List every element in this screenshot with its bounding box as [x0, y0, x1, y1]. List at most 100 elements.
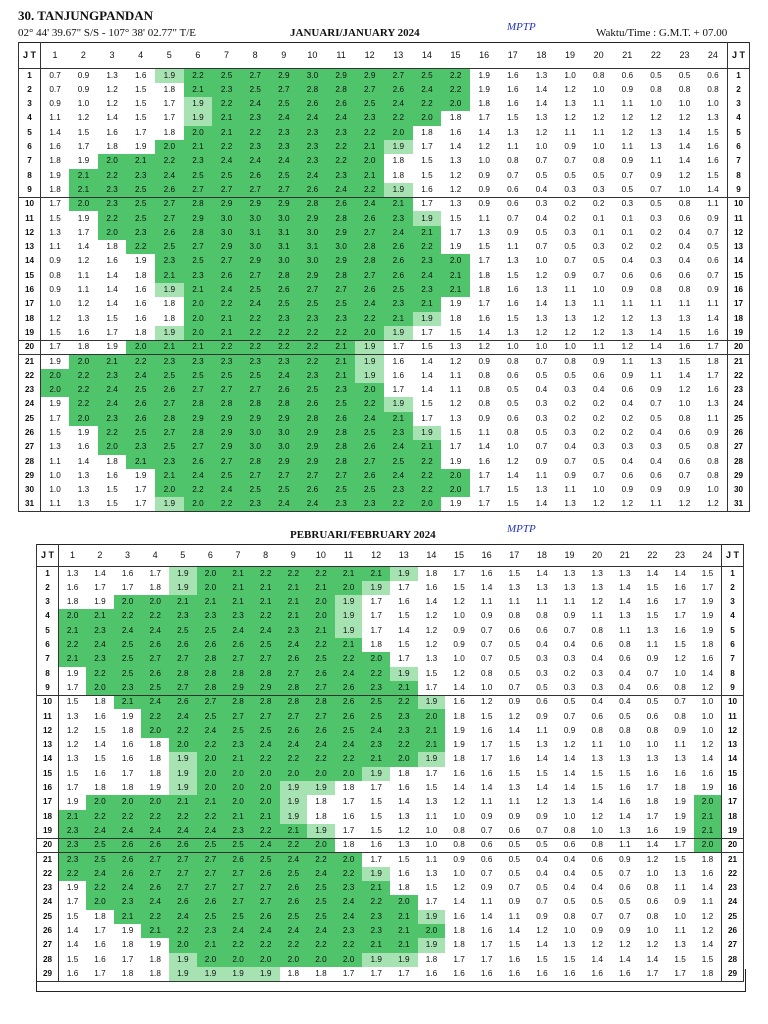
tide-value: 1.1: [563, 597, 576, 607]
tide-value: 2.6: [155, 383, 184, 398]
tide-value: 2.3: [334, 923, 363, 939]
tide-value: 2.3: [326, 383, 356, 398]
tide-value: 2.5: [307, 895, 335, 910]
tide-value: 1.5: [425, 783, 438, 792]
tide-value: 1.8: [701, 640, 714, 650]
tide-value: 1.9: [279, 795, 308, 810]
tide-value: 1.2: [77, 299, 90, 309]
tide-value: 2.4: [279, 738, 308, 753]
tide-value: 1.6: [507, 70, 519, 80]
tide-value: 0.9: [49, 285, 61, 294]
tide-value: 2.2: [362, 895, 390, 910]
tide-value: 2.3: [384, 483, 413, 498]
tide-value: 0.9: [536, 911, 548, 921]
tide-value: 1.2: [449, 170, 462, 180]
tide-value: 0.9: [469, 182, 499, 198]
tide-value: 1.2: [508, 711, 520, 721]
tide-value: 1.5: [508, 940, 520, 950]
tide-value: 3.0: [269, 425, 299, 441]
tide-value: 0.5: [536, 883, 548, 893]
tide-value: 1.7: [163, 99, 175, 109]
tide-value: 1.3: [613, 325, 642, 341]
tide-value: 1.5: [453, 582, 465, 592]
tide-value: 2.2: [251, 609, 280, 624]
tide-value: 1.7: [94, 925, 106, 935]
tide-value: 1.6: [94, 940, 106, 950]
tide-value: 2.1: [58, 623, 87, 638]
tide-value: 1.9: [355, 354, 384, 369]
tide-value: 1.5: [425, 883, 438, 893]
hour-header-16: 16: [472, 544, 501, 567]
tide-value: 1.2: [621, 113, 633, 123]
tide-value: 1.4: [591, 954, 603, 964]
tide-value: 2.0: [334, 952, 363, 967]
tide-value: 1.6: [583, 966, 611, 982]
day-row-11: 11 1.5 1.9 2.2 2.5 2.7 2.9 3.0 3.0 3.0 2.9 2.8 2.6 2.…: [18, 211, 750, 226]
tide-value: 2.3: [155, 254, 184, 269]
tide-value: 0.9: [478, 170, 490, 180]
tide-value: 1.6: [445, 966, 473, 982]
tide-value: 1.6: [362, 838, 390, 853]
tide-value: 1.8: [149, 740, 161, 750]
tide-value: 1.1: [564, 485, 576, 495]
tide-value: 1.8: [121, 725, 134, 735]
tide-value: 2.2: [113, 609, 142, 624]
tide-value: 2.7: [155, 425, 184, 441]
tide-value: 2.0: [183, 297, 213, 312]
tide-value: 1.0: [49, 470, 61, 480]
day-label-left: 8: [18, 168, 41, 183]
tide-value: 0.8: [650, 285, 662, 294]
tide-value: 2.1: [279, 609, 308, 624]
day-row-4: 4 2.0 2.1 2.2 2.2 2.3 2.3 2.3 2.2 2.1 2.0 1.9 1.7 1.5…: [36, 609, 744, 624]
day-label-right: 12: [727, 225, 750, 241]
tide-value: 2.9: [212, 440, 241, 455]
tide-value: 0.8: [592, 70, 605, 80]
tide-value: 2.7: [251, 709, 280, 724]
tide-value: 1.5: [97, 497, 127, 513]
tide-value: 2.8: [196, 680, 225, 696]
tide-value: 1.1: [650, 299, 662, 309]
tide-value: 1.4: [535, 99, 548, 109]
tide-value: 1.8: [449, 313, 462, 323]
tide-value: 2.5: [126, 211, 155, 226]
tide-value: 2.2: [141, 809, 169, 824]
tide-value: 2.4: [412, 82, 442, 98]
tide-value: 2.5: [113, 666, 142, 681]
tide-value: 2.2: [251, 938, 280, 953]
tide-value: 0.4: [535, 385, 548, 395]
tide-value: 2.4: [334, 895, 363, 910]
tide-value: 1.3: [535, 113, 548, 123]
tide-value: 0.8: [646, 911, 659, 921]
hour-header-20: 20: [584, 42, 613, 69]
tide-value: 2.4: [141, 895, 169, 910]
tide-value: 0.6: [621, 385, 633, 395]
day-label-right: 13: [727, 240, 750, 255]
tide-value: 0.8: [478, 399, 490, 409]
tide-value: 2.7: [307, 680, 335, 696]
tide-value: 0.9: [707, 427, 719, 437]
tide-value: 2.6: [155, 225, 184, 241]
tide-value: 2.4: [384, 97, 413, 112]
tide-value: 1.6: [507, 299, 519, 309]
day-label-right: 24: [721, 895, 744, 910]
tide-value: 2.0: [40, 368, 70, 384]
tide-value: 2.2: [307, 852, 335, 867]
tide-value: 0.9: [536, 811, 548, 821]
day-row-18: 18 1.2 1.3 1.5 1.6 1.8 2.0 2.1 2.2 2.3 2.3 2.3 2.2 2.…: [18, 311, 750, 326]
tide-value: 0.3: [535, 399, 548, 409]
tide-value: 1.9: [66, 883, 79, 893]
tide-value: 0.4: [650, 456, 662, 466]
tide-value: 1.8: [163, 84, 175, 94]
tide-value: 1.6: [701, 868, 714, 878]
tide-value: 2.5: [212, 468, 241, 484]
tide-value: 0.5: [500, 838, 529, 853]
tide-value: 1.7: [94, 582, 106, 592]
tide-value: 1.4: [701, 668, 714, 678]
tide-value: 1.3: [564, 299, 576, 309]
tide-value: 1.1: [592, 299, 605, 309]
tide-value: 1.4: [480, 911, 493, 921]
day-label-right: 26: [727, 425, 750, 441]
day-label-right: 27: [721, 938, 744, 953]
tide-value: 1.0: [650, 99, 662, 109]
hour-header-11: 11: [326, 42, 356, 69]
